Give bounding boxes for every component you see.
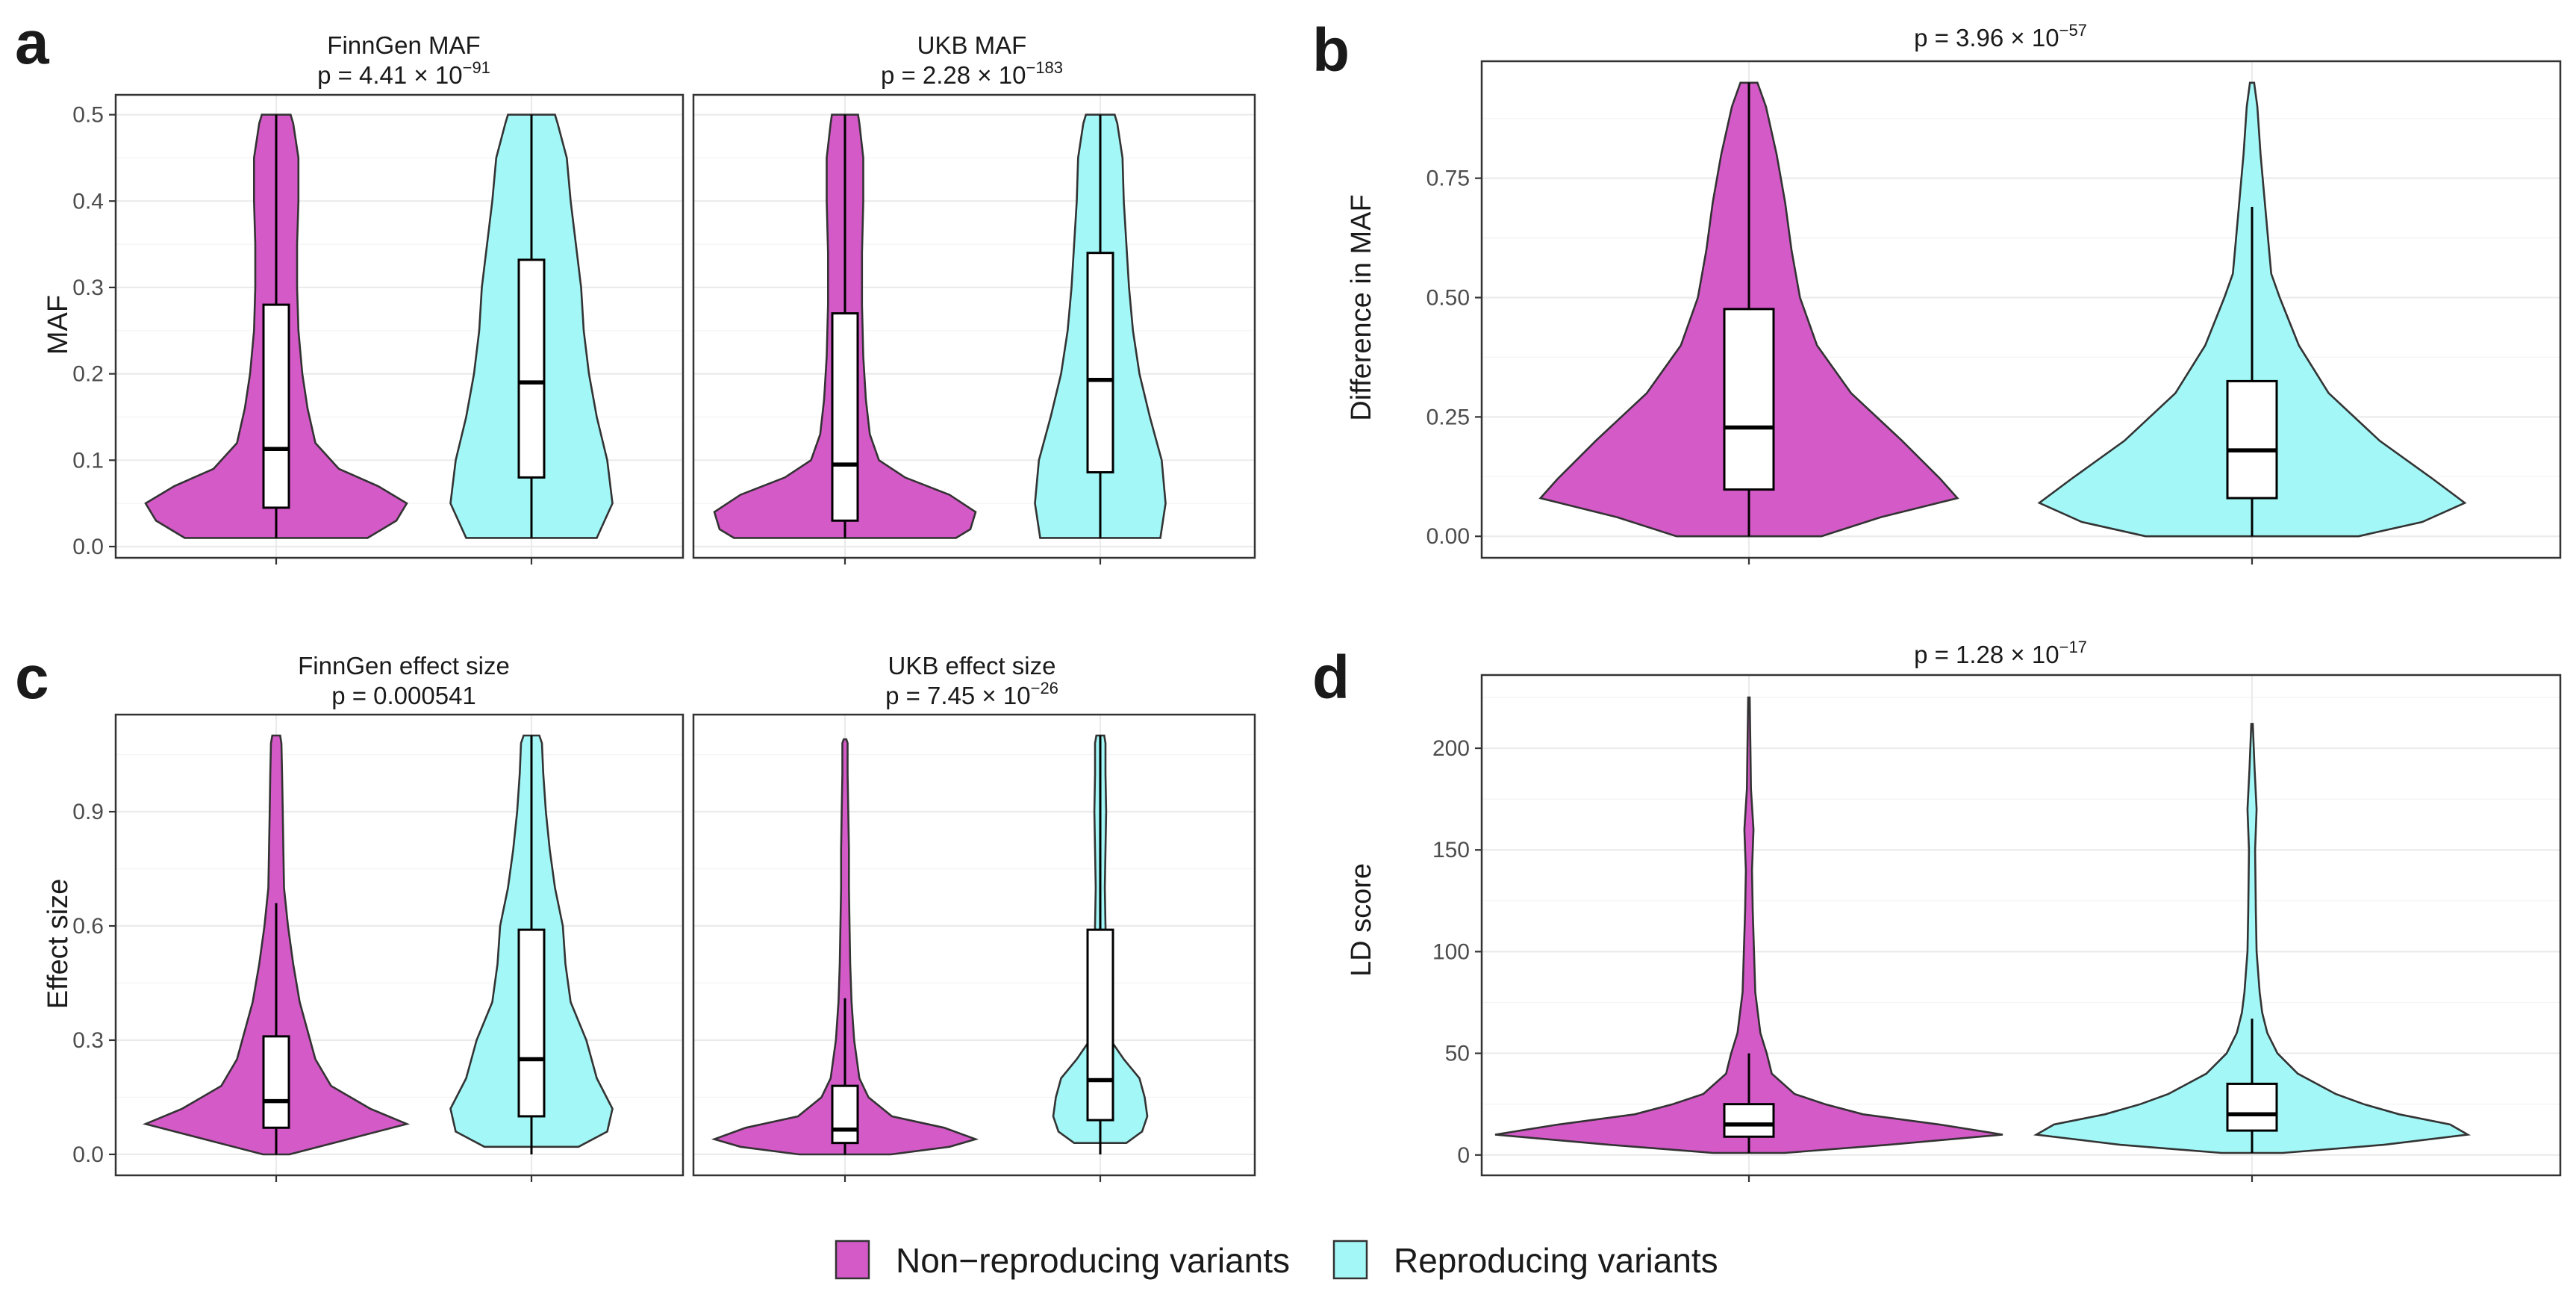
box-non-reproducing xyxy=(262,303,290,509)
p-value-prefix: p = 4.41 × 10 xyxy=(317,61,463,89)
box-non-reproducing xyxy=(831,1084,859,1145)
panel-border xyxy=(114,713,684,1177)
p-value-exponent: −91 xyxy=(463,58,490,77)
p-value-exponent: −17 xyxy=(2059,638,2087,656)
y-tick-label: 150 xyxy=(1432,838,1470,862)
p-value-prefix: p = 3.96 × 10 xyxy=(1914,24,2059,52)
box-non-reproducing xyxy=(1723,308,1775,491)
box-reproducing xyxy=(2226,379,2278,500)
plot-panel-c-ukb xyxy=(692,713,1256,1182)
y-axis-title-d: LD score xyxy=(1346,863,1377,977)
plot-panel-a-finngen: 0.0 0.1 0.2 0.3 0.4 0.5 xyxy=(72,93,684,565)
p-value-a-ukb: p = 2.28 × 10−183 xyxy=(881,58,1063,89)
facet-title-a-ukb: UKB MAF p = 2.28 × 10−183 xyxy=(881,31,1063,89)
panel-border xyxy=(1480,60,2562,559)
panel-background xyxy=(693,715,1255,1175)
y-tick-label: 0.0 xyxy=(72,535,104,559)
panel-border xyxy=(692,713,1256,1177)
panel-b-title: p = 3.96 × 10−57 xyxy=(1914,21,2087,52)
p-value-exponent: −26 xyxy=(1031,679,1058,697)
legend-label-reproducing: Reproducing variants xyxy=(1394,1241,1718,1280)
y-tick-label: 0.3 xyxy=(72,1028,104,1053)
p-value-exponent: −57 xyxy=(2059,21,2087,40)
p-value-c-finngen: p = 0.000541 xyxy=(331,682,476,709)
facet-title-a-finngen: FinnGen MAF p = 4.41 × 10−91 xyxy=(317,31,490,89)
panel-border xyxy=(1480,674,2562,1177)
facet-name-c-finngen: FinnGen effect size xyxy=(298,652,510,680)
panel-letter-c: c xyxy=(15,644,49,712)
panel-letter-b: b xyxy=(1312,16,1350,84)
p-value-exponent: −183 xyxy=(1026,58,1063,77)
panel-border xyxy=(692,93,1256,559)
box-non-reproducing xyxy=(1723,1103,1775,1138)
panel-border xyxy=(114,93,684,559)
y-tick-label: 100 xyxy=(1432,939,1470,964)
box-reproducing xyxy=(1086,252,1114,473)
y-tick-label: 0.3 xyxy=(72,276,104,300)
box-reproducing xyxy=(2226,1082,2278,1132)
y-tick-label: 0.25 xyxy=(1426,405,1470,429)
p-value-c-ukb: p = 7.45 × 10−26 xyxy=(885,679,1058,709)
y-tick-label: 0.4 xyxy=(72,189,104,214)
panel-letter-d: d xyxy=(1312,644,1350,712)
p-value-a-finngen: p = 4.41 × 10−91 xyxy=(317,58,490,89)
box-non-reproducing xyxy=(831,312,859,522)
box-non-reproducing xyxy=(262,1035,290,1129)
y-tick-label: 0.50 xyxy=(1426,286,1470,311)
legend-label-non-reproducing: Non−reproducing variants xyxy=(896,1241,1290,1280)
plot-panel-c-finngen: 0.0 0.3 0.6 0.9 xyxy=(72,713,684,1182)
box-reproducing xyxy=(517,928,546,1118)
y-tick-label: 50 xyxy=(1445,1042,1470,1066)
y-tick-label: 0.0 xyxy=(72,1142,104,1167)
panel-background xyxy=(1482,675,2560,1175)
plot-panel-d: 0 50 100 150 200 xyxy=(1432,674,2562,1182)
p-value-prefix: p = 2.28 × 10 xyxy=(881,61,1026,89)
p-value-prefix: p = 0.000541 xyxy=(331,682,476,709)
y-tick-label: 0.00 xyxy=(1426,524,1470,549)
y-tick-label: 0.1 xyxy=(72,448,104,473)
plot-panel-b: 0.00 0.25 0.50 0.75 xyxy=(1426,60,2562,565)
y-tick-label: 200 xyxy=(1432,736,1470,761)
y-axis-title-a: MAF xyxy=(43,295,74,355)
facet-title-c-finngen: FinnGen effect size p = 0.000541 xyxy=(298,652,510,709)
plot-panel-a-ukb xyxy=(692,93,1256,565)
violin-non-reproducing xyxy=(1494,696,2003,1154)
box-reproducing xyxy=(1086,928,1114,1122)
legend: Non−reproducing variants Reproducing var… xyxy=(835,1240,1718,1280)
y-axis-title-b: Difference in MAF xyxy=(1346,194,1377,420)
facet-name-a-finngen: FinnGen MAF xyxy=(327,31,480,59)
y-tick-label: 0.75 xyxy=(1426,167,1470,191)
facet-name-a-ukb: UKB MAF xyxy=(917,31,1027,59)
violin-non-reproducing xyxy=(711,738,979,1156)
y-tick-label: 0.9 xyxy=(72,800,104,824)
facet-name-c-ukb: UKB effect size xyxy=(888,652,1056,680)
y-tick-label: 0.6 xyxy=(72,914,104,939)
panel-letter-a: a xyxy=(15,9,50,77)
y-axis-title-c: Effect size xyxy=(43,879,74,1010)
legend-key-non-reproducing xyxy=(835,1240,870,1280)
y-tick-label: 0 xyxy=(1457,1143,1470,1168)
panel-d-title: p = 1.28 × 10−17 xyxy=(1914,638,2087,668)
violin-reproducing xyxy=(2033,723,2471,1154)
facet-title-c-ukb: UKB effect size p = 7.45 × 10−26 xyxy=(885,652,1058,709)
p-value-prefix: p = 7.45 × 10 xyxy=(885,682,1031,709)
box-reproducing xyxy=(517,258,546,479)
p-value-prefix: p = 1.28 × 10 xyxy=(1914,641,2059,668)
y-tick-label: 0.5 xyxy=(72,103,104,128)
y-tick-label: 0.2 xyxy=(72,362,104,387)
legend-key-reproducing xyxy=(1332,1240,1368,1280)
